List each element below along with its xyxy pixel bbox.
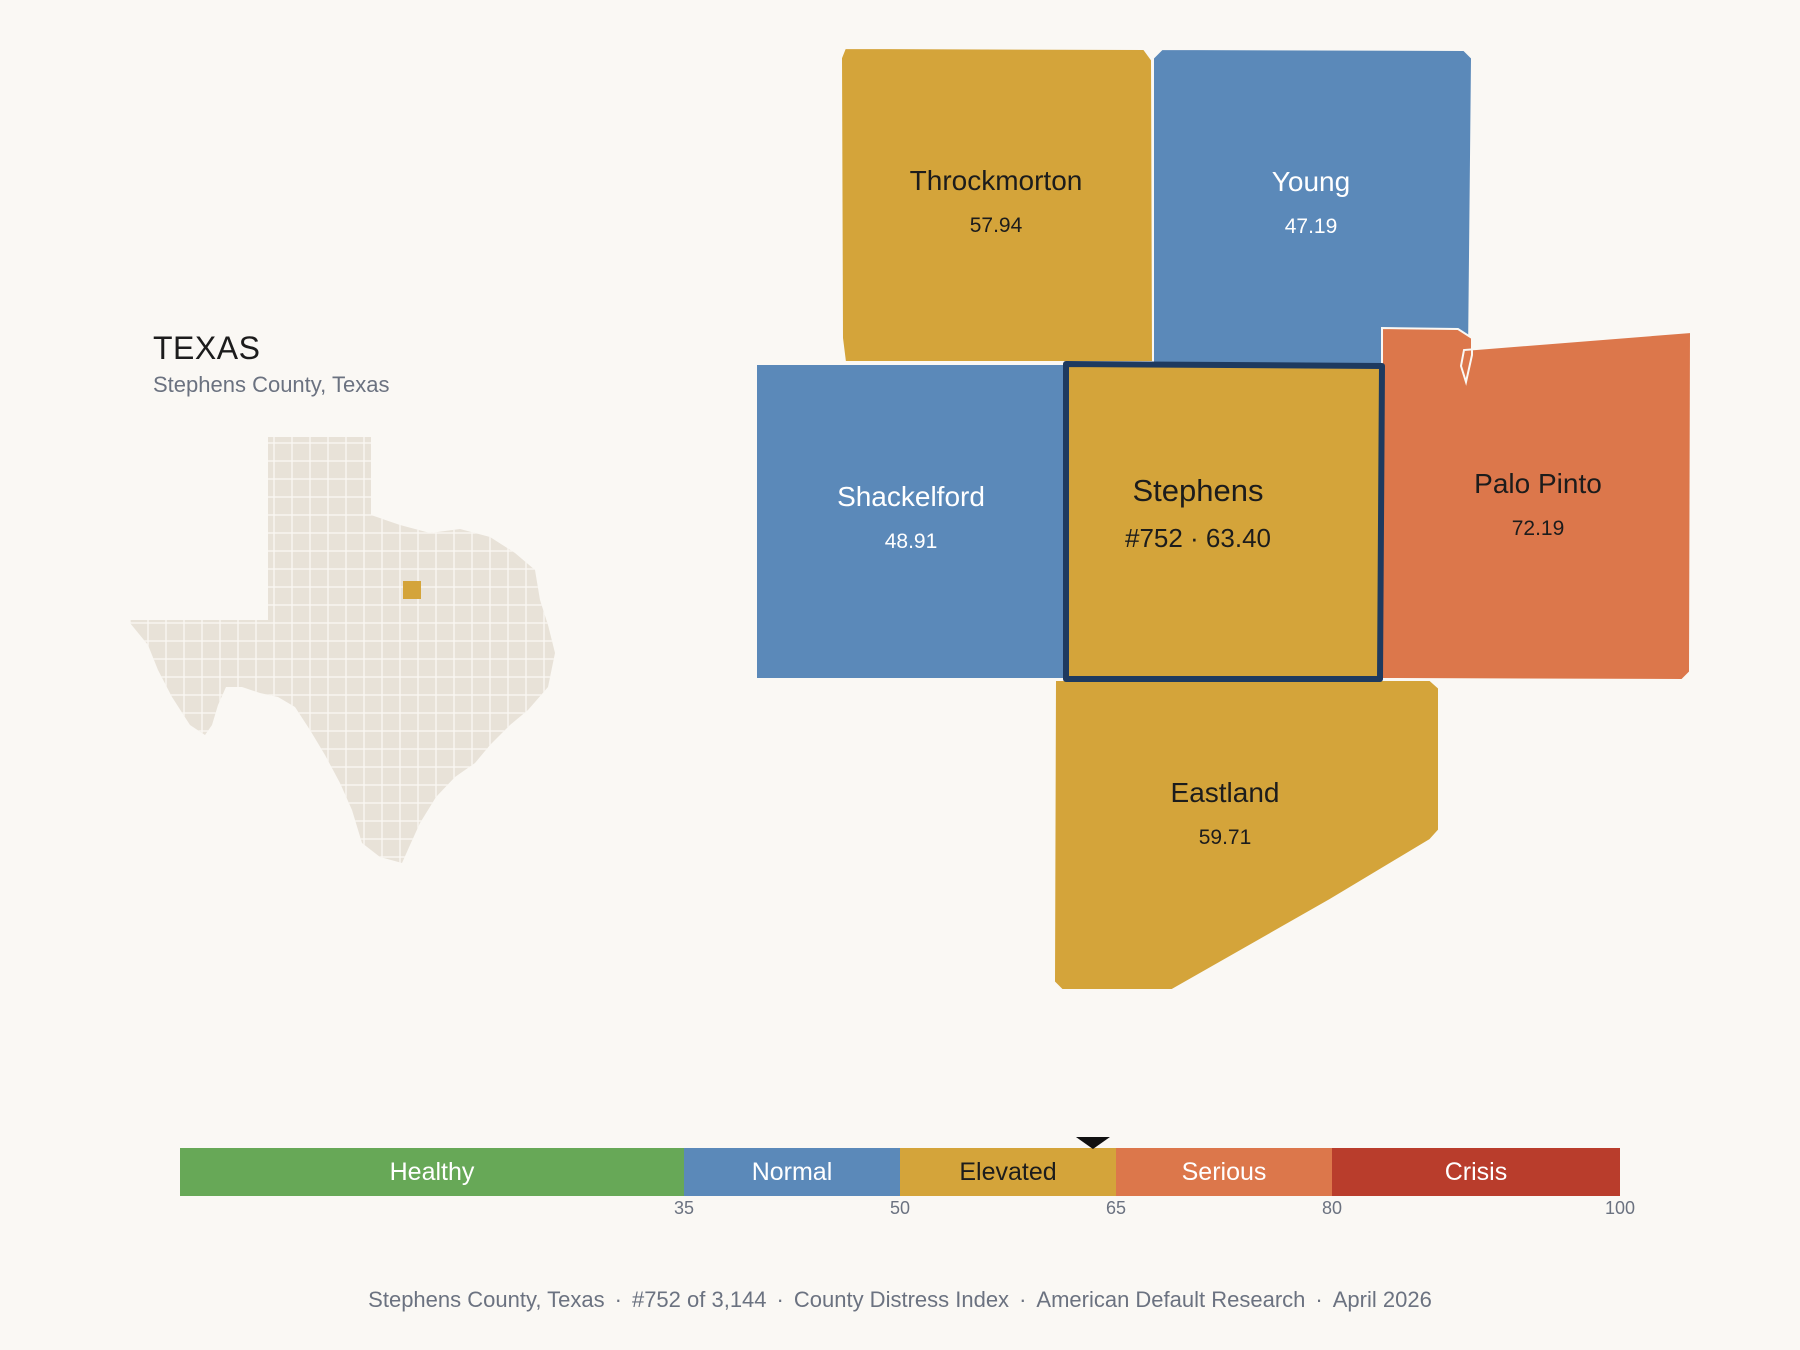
county-value-label: #752 · 63.40: [1125, 523, 1271, 553]
scale-band-label: Healthy: [390, 1158, 475, 1186]
footer-date: April 2026: [1332, 1287, 1432, 1312]
footer-separator: ·: [1315, 1287, 1323, 1312]
county-name-label: Stephens: [1133, 473, 1264, 508]
texas-locator-map: [130, 437, 555, 863]
county-shackelford[interactable]: [755, 363, 1067, 680]
scale-band-label: Crisis: [1445, 1158, 1508, 1186]
footer-county: Stephens County, Texas: [368, 1287, 605, 1312]
state-subtitle: Stephens County, Texas: [153, 372, 390, 397]
county-value-label: 72.19: [1512, 517, 1565, 540]
scale-band-healthy: [180, 1148, 684, 1196]
county-name-label: Palo Pinto: [1474, 468, 1602, 499]
footer: Stephens County, Texas · #752 of 3,144 · Cou…: [0, 1287, 1800, 1313]
county-eastland[interactable]: [1052, 679, 1440, 991]
scale-tick-label: 100: [1604, 1198, 1636, 1218]
county-value-label: 47.19: [1285, 215, 1338, 238]
scale-band-label: Serious: [1182, 1158, 1267, 1186]
county-young[interactable]: [1152, 47, 1474, 368]
scale-band-label: Elevated: [959, 1158, 1056, 1186]
scale-marker-icon: [1075, 1137, 1110, 1149]
footer-source: American Default Research: [1036, 1287, 1306, 1312]
county-name-label: Eastland: [1171, 777, 1280, 808]
scale-tick-label: 65: [1105, 1198, 1127, 1218]
footer-index-name: County Distress Index: [793, 1287, 1010, 1312]
footer-separator: ·: [776, 1287, 784, 1312]
scale-band-crisis: [1332, 1148, 1620, 1196]
county-value-label: 48.91: [885, 530, 938, 553]
scale-band-serious: [1116, 1148, 1332, 1196]
scale-band-elevated: [900, 1148, 1116, 1196]
stephens-locator-marker: [403, 581, 421, 599]
county-palo-pinto[interactable]: [1381, 326, 1693, 682]
county-name-label: Shackelford: [837, 481, 985, 512]
footer-rank: #752 of 3,144: [631, 1287, 767, 1312]
county-throckmorton[interactable]: [839, 46, 1155, 363]
footer-separator: ·: [614, 1287, 622, 1312]
scale-tick-label: 80: [1321, 1198, 1343, 1218]
scale-band-label: Normal: [752, 1158, 833, 1186]
state-title: TEXAS: [153, 330, 261, 366]
county-value-label: 59.71: [1199, 826, 1252, 849]
county-stephens[interactable]: [1063, 361, 1385, 682]
scale-band-normal: [684, 1148, 900, 1196]
scale-tick-label: 50: [889, 1198, 911, 1218]
county-value-label: 57.94: [970, 214, 1023, 237]
scale-tick-label: 35: [673, 1198, 695, 1218]
county-name-label: Young: [1272, 166, 1350, 197]
distress-scale: Healthy Normal Elevated Serious Crisis: [180, 1137, 1620, 1196]
footer-separator: ·: [1019, 1287, 1027, 1312]
county-name-label: Throckmorton: [910, 165, 1083, 196]
